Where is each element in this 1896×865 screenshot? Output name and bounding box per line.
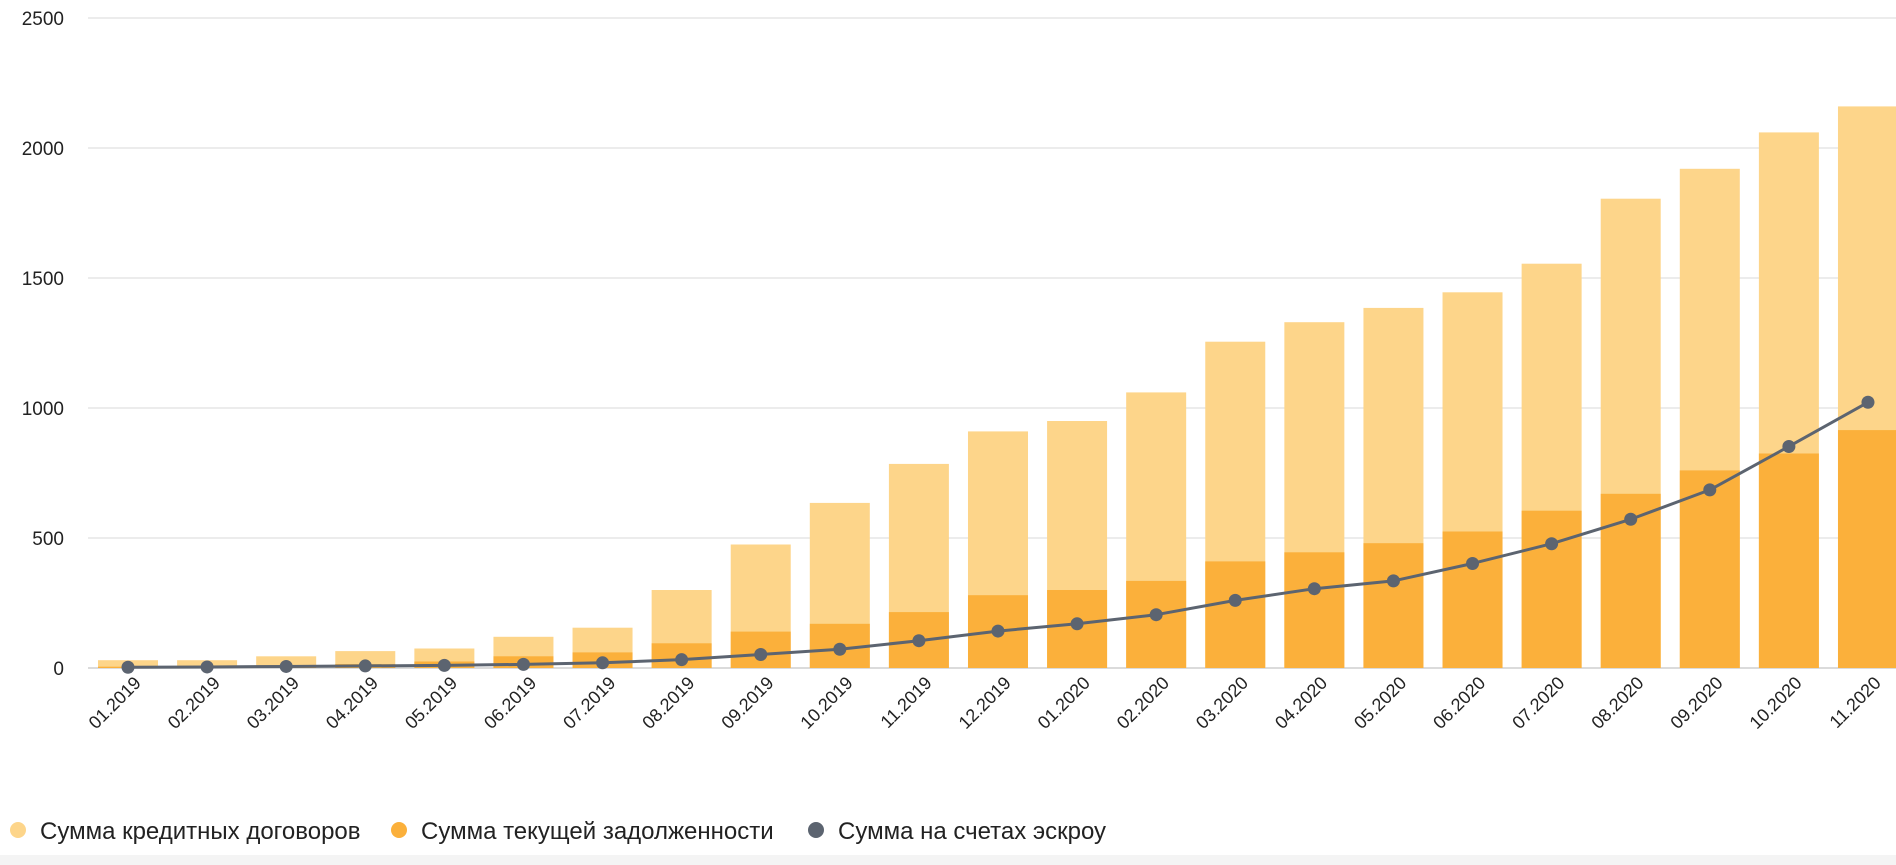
x-tick-label: 09.2019: [717, 673, 777, 733]
legend-marker: [808, 822, 824, 838]
bar-current-debt-05.2020[interactable]: [1363, 543, 1424, 668]
escrow-point-02.2020[interactable]: [1149, 608, 1163, 622]
bar-current-debt-02.2020[interactable]: [1126, 580, 1187, 668]
x-tick-label: 12.2019: [955, 673, 1015, 733]
x-tick-label: 07.2020: [1508, 673, 1568, 733]
x-tick-label: 02.2019: [164, 673, 224, 733]
y-tick-label: 1000: [22, 399, 64, 420]
legend-item-credit-agreements[interactable]: Сумма кредитных договоров: [10, 818, 361, 845]
x-tick-label: 04.2020: [1271, 673, 1331, 733]
x-tick-label: 06.2020: [1429, 673, 1489, 733]
bar-current-debt-06.2020[interactable]: [1442, 531, 1503, 669]
x-tick-label: 03.2020: [1192, 673, 1252, 733]
escrow-point-02.2019[interactable]: [200, 660, 214, 674]
legend-item-current-debt[interactable]: Сумма текущей задолженности: [391, 818, 774, 845]
x-tick-label: 11.2019: [877, 673, 936, 732]
escrow-point-09.2020[interactable]: [1703, 483, 1717, 497]
escrow-point-01.2019[interactable]: [121, 660, 135, 674]
escrow-point-04.2020[interactable]: [1307, 582, 1321, 596]
escrow-point-11.2020[interactable]: [1861, 395, 1875, 409]
x-tick-label: 10.2020: [1746, 673, 1806, 733]
x-tick-label: 03.2019: [243, 673, 303, 733]
x-tick-label: 01.2019: [85, 673, 145, 733]
x-tick-label: 07.2019: [559, 673, 619, 733]
x-tick-label: 05.2019: [401, 673, 461, 733]
escrow-point-07.2020[interactable]: [1545, 537, 1559, 551]
escrow-point-08.2019[interactable]: [675, 653, 689, 667]
bar-current-debt-03.2020[interactable]: [1205, 561, 1266, 668]
x-tick-label: 08.2019: [638, 673, 698, 733]
escrow-point-05.2019[interactable]: [437, 658, 451, 672]
escrow-point-10.2019[interactable]: [833, 642, 847, 656]
x-tick-label: 08.2020: [1587, 673, 1647, 733]
escrow-point-06.2019[interactable]: [516, 657, 530, 671]
bar-current-debt-11.2020[interactable]: [1837, 430, 1896, 668]
x-tick-label: 10.2019: [796, 673, 856, 733]
x-tick-label: 06.2019: [480, 673, 540, 733]
x-tick-label: 05.2020: [1350, 673, 1410, 733]
escrow-point-05.2020[interactable]: [1386, 574, 1400, 588]
escrow-point-03.2019[interactable]: [279, 659, 293, 673]
escrow-point-11.2019[interactable]: [912, 634, 926, 648]
x-tick-label: 09.2020: [1666, 673, 1726, 733]
escrow-point-12.2019[interactable]: [991, 624, 1005, 638]
escrow-point-03.2020[interactable]: [1228, 593, 1242, 607]
bar-current-debt-04.2020[interactable]: [1284, 552, 1345, 668]
x-tick-label: 02.2020: [1113, 673, 1173, 733]
x-tick-label: 11.2020: [1826, 673, 1885, 732]
escrow-point-08.2020[interactable]: [1624, 512, 1638, 526]
y-tick-label: 2000: [22, 139, 64, 160]
escrow-point-09.2019[interactable]: [754, 647, 768, 661]
y-tick-label: 1500: [22, 269, 64, 290]
y-tick-label: 500: [32, 529, 64, 550]
escrow-point-01.2020[interactable]: [1070, 617, 1084, 631]
legend-footer-band: [0, 855, 1896, 865]
legend-marker: [391, 822, 407, 838]
bar-current-debt-09.2020[interactable]: [1679, 470, 1740, 668]
escrow-point-07.2019[interactable]: [596, 656, 610, 670]
legend-marker: [10, 822, 26, 838]
legend-item-escrow[interactable]: Сумма на счетах эскроу: [808, 818, 1106, 845]
bar-current-debt-10.2020[interactable]: [1758, 453, 1819, 669]
legend-label: Сумма кредитных договоров: [40, 818, 361, 845]
bar-current-debt-07.2020[interactable]: [1521, 510, 1582, 668]
escrow-point-04.2019[interactable]: [358, 659, 372, 673]
legend-label: Сумма на счетах эскроу: [838, 818, 1106, 845]
escrow-point-10.2020[interactable]: [1782, 439, 1796, 453]
y-tick-label: 0: [53, 659, 64, 680]
x-tick-label: 04.2019: [322, 673, 382, 733]
escrow-point-06.2020[interactable]: [1466, 556, 1480, 570]
legend-label: Сумма текущей задолженности: [421, 818, 774, 845]
y-tick-label: 2500: [22, 9, 64, 30]
x-tick-label: 01.2020: [1034, 673, 1094, 733]
